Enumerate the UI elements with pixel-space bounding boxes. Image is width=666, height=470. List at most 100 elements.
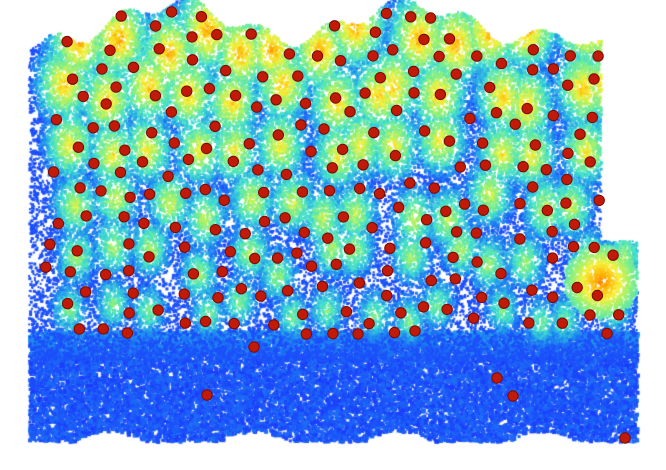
tree-top-marker bbox=[470, 227, 482, 239]
tree-top-marker bbox=[297, 308, 309, 321]
tree-top-marker bbox=[418, 125, 431, 137]
tree-top-marker bbox=[471, 50, 483, 62]
tree-top-marker bbox=[337, 211, 350, 223]
tree-top-marker bbox=[47, 166, 60, 178]
tree-top-marker bbox=[199, 183, 212, 196]
tree-top-marker bbox=[390, 104, 403, 117]
tree-top-marker bbox=[143, 188, 156, 200]
tree-top-marker bbox=[547, 109, 560, 122]
tree-top-marker bbox=[562, 147, 574, 160]
tree-top-marker bbox=[181, 85, 193, 97]
tree-top-marker bbox=[272, 129, 284, 141]
tree-top-marker bbox=[73, 323, 86, 335]
tree-top-marker bbox=[165, 6, 178, 18]
tree-top-marker bbox=[388, 326, 401, 339]
tree-top-marker bbox=[491, 372, 503, 384]
tree-top-marker bbox=[343, 243, 356, 255]
tree-top-marker bbox=[458, 198, 471, 210]
tree-top-marker bbox=[373, 188, 386, 200]
tree-top-marker bbox=[567, 241, 580, 253]
tree-top-marker bbox=[251, 101, 263, 113]
tree-top-marker bbox=[387, 44, 399, 56]
tree-top-marker bbox=[381, 265, 394, 277]
tree-top-marker bbox=[280, 168, 293, 181]
tree-top-marker bbox=[562, 79, 574, 91]
tree-top-marker bbox=[212, 292, 224, 304]
tree-top-marker bbox=[245, 28, 257, 40]
tree-top-marker bbox=[169, 221, 182, 234]
tree-top-marker bbox=[366, 222, 378, 234]
tree-top-marker bbox=[258, 186, 270, 199]
tree-top-marker bbox=[178, 288, 191, 300]
tree-top-marker bbox=[322, 232, 334, 244]
tree-top-marker bbox=[187, 268, 200, 280]
tree-top-marker bbox=[80, 210, 92, 222]
tree-top-marker bbox=[393, 201, 405, 214]
tree-top-marker bbox=[168, 137, 181, 149]
tree-top-marker bbox=[87, 122, 99, 134]
tree-top-marker bbox=[104, 44, 116, 56]
tree-top-marker bbox=[464, 112, 476, 125]
tree-top-marker bbox=[495, 267, 507, 280]
tree-top-marker bbox=[571, 281, 583, 294]
tree-top-marker bbox=[368, 126, 380, 139]
tree-top-marker bbox=[359, 87, 371, 99]
tree-top-marker bbox=[100, 98, 112, 110]
tree-top-marker bbox=[417, 301, 430, 313]
tree-top-marker bbox=[475, 291, 488, 304]
tree-top-marker bbox=[449, 273, 461, 285]
tree-top-marker bbox=[281, 285, 294, 297]
tree-top-marker bbox=[61, 297, 74, 310]
tree-top-marker bbox=[327, 327, 339, 340]
tree-top-marker bbox=[138, 217, 150, 230]
tree-top-marker bbox=[613, 309, 625, 321]
tree-top-marker bbox=[574, 128, 586, 140]
tree-top-marker bbox=[479, 159, 492, 171]
tree-top-marker bbox=[450, 68, 462, 80]
tree-top-marker bbox=[484, 81, 496, 94]
tree-top-marker bbox=[203, 82, 216, 95]
tree-top-marker bbox=[405, 11, 417, 23]
tree-top-marker bbox=[408, 87, 420, 99]
tree-top-marker bbox=[419, 237, 432, 249]
tree-top-marker bbox=[72, 141, 85, 153]
tree-top-marker bbox=[295, 119, 307, 131]
tree-top-marker bbox=[546, 225, 558, 238]
tree-top-marker bbox=[127, 61, 140, 74]
tree-top-marker bbox=[44, 238, 56, 251]
tree-top-marker bbox=[418, 33, 430, 46]
tree-top-marker bbox=[239, 228, 251, 240]
tree-top-marker bbox=[316, 280, 329, 293]
tree-top-marker bbox=[292, 70, 304, 82]
tree-top-marker bbox=[477, 204, 489, 216]
tree-top-marker bbox=[209, 120, 221, 133]
tree-top-marker bbox=[514, 233, 526, 245]
tree-top-marker bbox=[108, 120, 121, 132]
tree-top-marker bbox=[123, 238, 135, 250]
tree-top-marker bbox=[471, 256, 483, 268]
tree-top-marker bbox=[527, 181, 539, 193]
tree-top-marker bbox=[110, 81, 122, 93]
tree-top-marker bbox=[440, 205, 452, 218]
tree-top-marker bbox=[329, 92, 342, 104]
tree-top-marker bbox=[228, 317, 240, 330]
tree-top-marker bbox=[300, 328, 312, 340]
tree-top-marker bbox=[561, 173, 573, 186]
tree-top-marker bbox=[179, 241, 191, 253]
tree-top-marker bbox=[546, 252, 559, 264]
tree-top-marker bbox=[229, 89, 242, 102]
tree-top-marker bbox=[211, 28, 223, 41]
tree-top-marker bbox=[420, 214, 433, 226]
tree-top-marker bbox=[568, 218, 581, 231]
tree-top-marker bbox=[389, 149, 402, 162]
tree-top-marker bbox=[271, 252, 284, 264]
tree-top-marker bbox=[490, 107, 503, 119]
tree-top-marker bbox=[200, 142, 213, 155]
tree-top-marker bbox=[323, 185, 336, 197]
tree-top-marker bbox=[66, 73, 79, 85]
tree-top-marker bbox=[74, 182, 86, 194]
tree-top-marker bbox=[216, 266, 229, 278]
tree-top-marker bbox=[252, 164, 264, 176]
